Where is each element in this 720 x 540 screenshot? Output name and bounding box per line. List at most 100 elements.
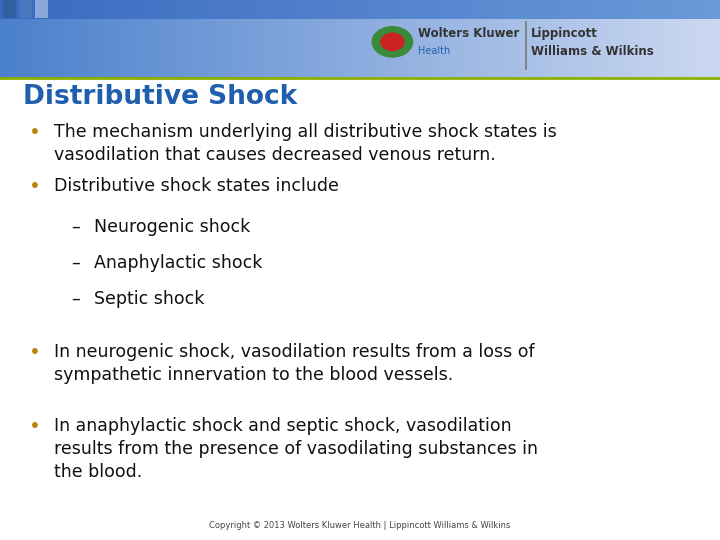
- Bar: [477, 19, 480, 78]
- Bar: [487, 0, 490, 19]
- Bar: [703, 0, 706, 19]
- Bar: [202, 0, 204, 19]
- Bar: [713, 0, 715, 19]
- Bar: [430, 0, 432, 19]
- Bar: [689, 19, 691, 78]
- Bar: [338, 0, 341, 19]
- Bar: [271, 19, 274, 78]
- Bar: [2, 0, 5, 19]
- Bar: [425, 0, 427, 19]
- Bar: [293, 0, 295, 19]
- Bar: [686, 0, 689, 19]
- Bar: [290, 19, 293, 78]
- Bar: [456, 19, 459, 78]
- Text: •: •: [29, 343, 40, 362]
- Bar: [677, 0, 679, 19]
- Bar: [120, 0, 122, 19]
- Bar: [689, 0, 691, 19]
- Bar: [279, 19, 281, 78]
- Bar: [211, 19, 214, 78]
- Bar: [528, 19, 531, 78]
- Bar: [612, 19, 614, 78]
- Bar: [17, 0, 19, 19]
- Bar: [463, 19, 466, 78]
- Bar: [542, 19, 545, 78]
- Bar: [619, 19, 621, 78]
- Bar: [430, 19, 432, 78]
- Bar: [516, 19, 518, 78]
- Bar: [110, 19, 113, 78]
- Bar: [434, 0, 437, 19]
- Bar: [305, 19, 307, 78]
- Bar: [91, 19, 94, 78]
- Bar: [549, 19, 552, 78]
- Bar: [108, 0, 110, 19]
- Bar: [451, 0, 454, 19]
- Bar: [415, 19, 418, 78]
- Bar: [585, 19, 588, 78]
- Bar: [252, 19, 254, 78]
- Bar: [261, 0, 264, 19]
- Bar: [542, 0, 545, 19]
- Text: The mechanism underlying all distributive shock states is
vasodilation that caus: The mechanism underlying all distributiv…: [54, 123, 557, 164]
- Bar: [384, 0, 387, 19]
- Bar: [0, 0, 2, 19]
- Bar: [264, 19, 266, 78]
- Bar: [173, 19, 175, 78]
- Bar: [38, 19, 41, 78]
- Bar: [115, 0, 117, 19]
- Bar: [379, 19, 382, 78]
- Bar: [468, 19, 470, 78]
- Bar: [701, 0, 703, 19]
- Bar: [552, 0, 554, 19]
- Bar: [218, 0, 221, 19]
- Bar: [588, 19, 590, 78]
- Bar: [437, 19, 439, 78]
- Bar: [315, 19, 317, 78]
- Bar: [182, 0, 185, 19]
- Bar: [223, 19, 225, 78]
- Bar: [322, 0, 324, 19]
- Bar: [346, 0, 348, 19]
- Bar: [202, 19, 204, 78]
- Bar: [338, 19, 341, 78]
- Bar: [372, 0, 374, 19]
- Bar: [117, 0, 120, 19]
- Bar: [583, 19, 585, 78]
- Bar: [24, 0, 27, 19]
- Bar: [351, 19, 353, 78]
- Bar: [518, 19, 521, 78]
- Bar: [521, 0, 523, 19]
- Bar: [89, 0, 91, 19]
- Bar: [326, 19, 329, 78]
- Bar: [665, 19, 667, 78]
- Bar: [545, 0, 547, 19]
- Bar: [382, 0, 384, 19]
- Bar: [103, 0, 106, 19]
- Bar: [706, 0, 708, 19]
- Bar: [264, 0, 266, 19]
- Bar: [646, 0, 648, 19]
- Bar: [441, 0, 444, 19]
- Bar: [333, 0, 336, 19]
- Bar: [696, 0, 698, 19]
- Bar: [693, 19, 696, 78]
- Bar: [238, 19, 240, 78]
- Bar: [192, 0, 194, 19]
- Bar: [173, 0, 175, 19]
- Bar: [641, 0, 643, 19]
- Bar: [117, 19, 120, 78]
- Bar: [461, 19, 463, 78]
- Bar: [281, 19, 283, 78]
- Bar: [502, 19, 504, 78]
- Bar: [549, 0, 552, 19]
- Bar: [451, 19, 454, 78]
- Bar: [684, 0, 686, 19]
- Bar: [204, 19, 207, 78]
- Bar: [711, 19, 713, 78]
- Text: Lippincott: Lippincott: [531, 27, 598, 40]
- Bar: [286, 19, 288, 78]
- Bar: [108, 19, 110, 78]
- Bar: [480, 19, 482, 78]
- Bar: [557, 19, 559, 78]
